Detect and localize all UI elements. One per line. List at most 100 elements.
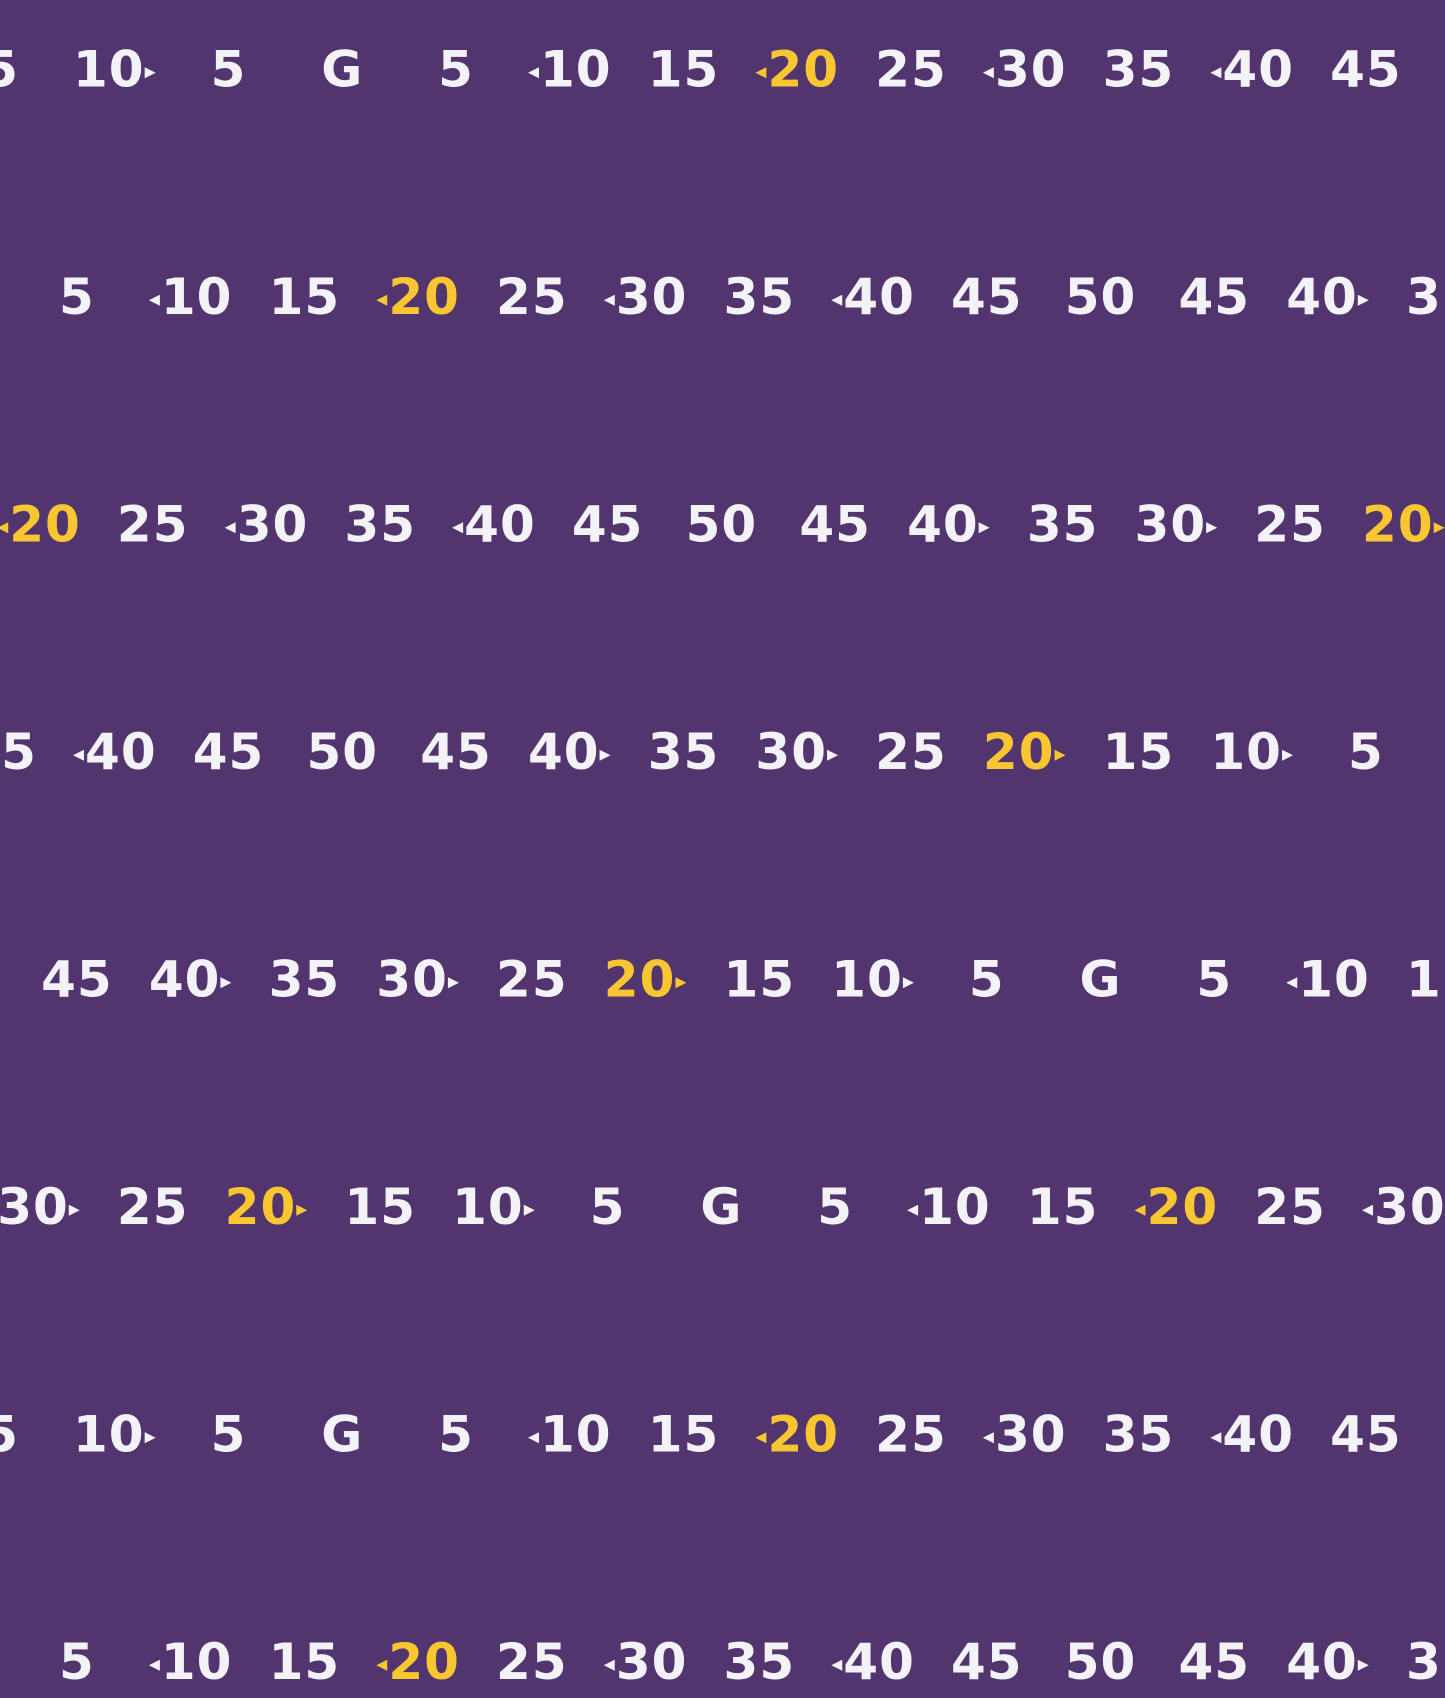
yard-marker: 10▸ xyxy=(73,40,157,98)
yard-marker: 30▸ xyxy=(1135,495,1219,553)
yard-marker: 35 xyxy=(648,722,720,780)
yard-marker: 45 xyxy=(1330,1405,1402,1463)
yard-marker: 15 xyxy=(1406,950,1445,1008)
yard-marker: ◂30 xyxy=(983,40,1067,98)
yard-marker: 40▸ xyxy=(1286,1632,1370,1690)
yard-marker: 15 xyxy=(1027,1177,1099,1235)
yard-marker: 20▸ xyxy=(1362,495,1445,553)
yard-marker: 25 xyxy=(1254,1177,1326,1235)
yard-marker: G xyxy=(321,40,363,98)
yard-marker: 45 xyxy=(41,950,113,1008)
yard-marker: 45 xyxy=(951,268,1023,326)
yard-marker: 5 xyxy=(1348,722,1384,780)
yard-marker: 35 xyxy=(724,268,796,326)
yard-marker: ◂20 xyxy=(376,268,460,326)
yard-marker: 15 xyxy=(269,268,341,326)
yard-marker: 45 xyxy=(572,495,644,553)
yard-marker: 35 xyxy=(344,495,416,553)
yard-marker: 5 xyxy=(817,1177,853,1235)
yard-marker: 10▸ xyxy=(73,1405,157,1463)
yard-marker: ◂40 xyxy=(831,1632,915,1690)
yard-marker: 10▸ xyxy=(452,1177,536,1235)
yard-marker: ◂10 xyxy=(149,268,233,326)
yard-marker: 15 xyxy=(648,40,720,98)
yard-marker: ◂30 xyxy=(1362,1177,1445,1235)
yard-marker: ◂10 xyxy=(907,1177,991,1235)
yard-marker: 25 xyxy=(875,722,947,780)
yard-marker: 20▸ xyxy=(225,1177,309,1235)
yard-marker: 40▸ xyxy=(907,495,991,553)
yard-marker: 5 xyxy=(590,1177,626,1235)
yard-marker: 5 xyxy=(438,1405,474,1463)
yard-marker: ◂40 xyxy=(73,722,157,780)
yard-marker: 25 xyxy=(1254,495,1326,553)
yard-marker: 35 xyxy=(1406,1632,1445,1690)
yard-marker: 50 xyxy=(1065,1632,1137,1690)
yard-marker: ◂20 xyxy=(755,40,839,98)
yard-marker: ◂40 xyxy=(452,495,536,553)
yard-marker: 15 xyxy=(1103,722,1175,780)
yard-marker: 45 xyxy=(1178,268,1250,326)
yard-marker: 5 xyxy=(211,40,247,98)
yard-marker: ◂30 xyxy=(604,1632,688,1690)
yard-marker: 15 xyxy=(724,950,796,1008)
yard-marker: 15 xyxy=(344,1177,416,1235)
yard-marker: 45 xyxy=(420,722,492,780)
yard-marker: 20▸ xyxy=(983,722,1067,780)
yard-marker: 5 xyxy=(969,950,1005,1008)
yard-marker: ◂20 xyxy=(1135,1177,1219,1235)
yard-marker: 10▸ xyxy=(1210,722,1294,780)
yard-marker: 25 xyxy=(496,1632,568,1690)
yard-marker: 25 xyxy=(496,950,568,1008)
yard-marker: ◂10 xyxy=(528,40,612,98)
yard-marker: 5 xyxy=(211,1405,247,1463)
yard-marker: ◂40 xyxy=(831,268,915,326)
yard-marker: ◂40 xyxy=(1210,40,1294,98)
yard-marker: 45 xyxy=(799,495,871,553)
yard-marker: 50 xyxy=(306,722,378,780)
yard-marker: 40▸ xyxy=(528,722,612,780)
yard-marker: ◂20 xyxy=(376,1632,460,1690)
yard-marker: 5 xyxy=(0,1405,19,1463)
yard-marker: 25 xyxy=(496,268,568,326)
yard-marker: 50 xyxy=(1065,268,1137,326)
yard-marker: 30▸ xyxy=(0,1177,81,1235)
yard-marker: 35 xyxy=(1103,1405,1175,1463)
yard-marker: G xyxy=(321,1405,363,1463)
yard-marker: 5 xyxy=(59,268,95,326)
yard-marker: 40▸ xyxy=(149,950,233,1008)
yard-marker: 45 xyxy=(1330,40,1402,98)
yard-marker: ◂10 xyxy=(528,1405,612,1463)
yard-marker: 25 xyxy=(117,495,189,553)
yard-marker: ◂30 xyxy=(604,268,688,326)
yard-marker: 40▸ xyxy=(1286,268,1370,326)
yard-marker: 25 xyxy=(117,1177,189,1235)
yard-marker: ◂10 xyxy=(149,1632,233,1690)
yard-marker: 5 xyxy=(0,40,19,98)
yard-marker: 5 xyxy=(438,40,474,98)
yard-marker: 35 xyxy=(1103,40,1175,98)
yard-marker: 50 xyxy=(686,495,758,553)
yard-marker: 10▸ xyxy=(831,950,915,1008)
yard-marker: 45 xyxy=(193,722,265,780)
yard-marker: 25 xyxy=(875,40,947,98)
yard-marker: 45 xyxy=(1178,1632,1250,1690)
yard-marker: 30▸ xyxy=(376,950,460,1008)
yard-marker: 45 xyxy=(951,1632,1023,1690)
yard-marker: 20▸ xyxy=(604,950,688,1008)
yard-marker: 35 xyxy=(269,950,341,1008)
yard-marker: 25 xyxy=(875,1405,947,1463)
yard-marker: ◂30 xyxy=(225,495,309,553)
yard-marker: 5 xyxy=(1196,950,1232,1008)
yard-marker: ◂10 xyxy=(1286,950,1370,1008)
yard-marker: 30▸ xyxy=(755,722,839,780)
yard-marker: G xyxy=(700,1177,742,1235)
yard-marker: ◂20 xyxy=(755,1405,839,1463)
yard-marker: 5 xyxy=(59,1632,95,1690)
yard-marker: 35 xyxy=(1027,495,1099,553)
yard-marker: ◂30 xyxy=(983,1405,1067,1463)
yard-marker: 15 xyxy=(269,1632,341,1690)
yard-marker: 35 xyxy=(0,722,37,780)
